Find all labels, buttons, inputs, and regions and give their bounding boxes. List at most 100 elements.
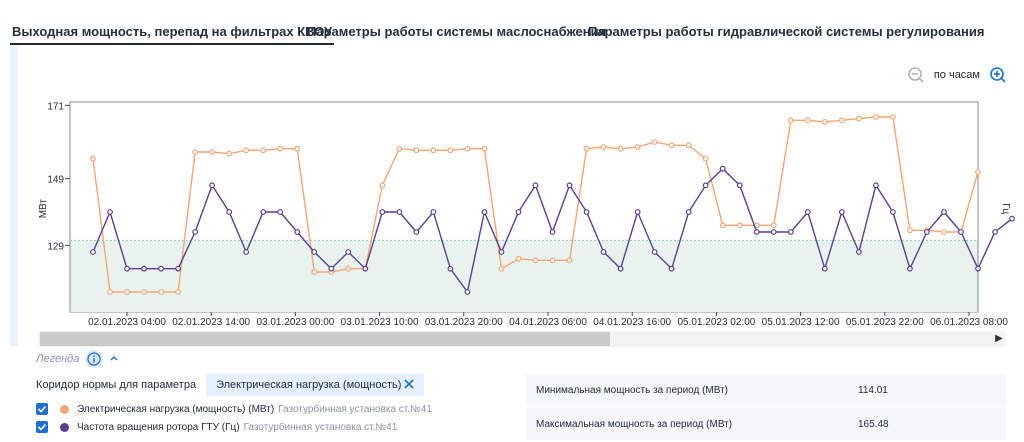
series-1-point [600,144,607,150]
stat-value: 165.48 [858,418,889,430]
series-1-point [107,289,113,295]
series-1-point [855,115,862,122]
scroll-right-icon[interactable]: ▶ [995,333,1003,344]
series-1-point [311,269,318,275]
series-2-point [447,265,454,272]
x-tick-label: 05.01.2023 02:00 [677,317,755,328]
stat-label: Максимальная мощность за период (МВт) [536,418,733,430]
series-2-point [413,229,420,235]
series-1-point [515,255,522,262]
series-checkbox[interactable] [36,421,48,433]
y-tick-label: 171 [47,101,64,112]
series-2-point [328,265,335,272]
tab-bar: Выходная мощность, перепад на фильтрах К… [0,0,1024,46]
series-unit: Газотурбинная установка ст.№41 [278,403,432,415]
series-2-point [992,229,998,235]
series-2-point [107,209,113,215]
tab-hydraulic-system[interactable]: Параметры работы гидравлической системы … [588,24,985,39]
series-1-point [651,139,658,145]
stat-value: 114.01 [858,384,888,396]
series-1-point [209,149,216,155]
tab-oil-system[interactable]: Параметры работы системы маслоснабжения [307,24,607,39]
chevron-up-icon[interactable] [109,353,119,366]
series-label: Частота вращения ротора ГТУ (Гц) [77,421,240,433]
corridor-chip[interactable]: Электрическая нагрузка (мощность) [206,374,425,396]
x-tick-label: 03.01.2023 10:00 [341,317,419,328]
x-tick-label: 02.01.2023 04:00 [88,317,166,328]
series-2-point [975,265,981,272]
series-2-point [838,209,845,215]
series-2-point [124,265,130,272]
series-1-point [719,222,726,229]
series-1-point [736,222,743,229]
series-2-point [890,209,896,215]
series-1-point [90,155,96,162]
series-1-point [447,147,454,154]
series-2-point [958,229,964,235]
series-1-point [464,145,471,152]
series-1-point [566,257,573,264]
legend-item: Частота вращения ротора ГТУ (Гц) Газотур… [36,421,397,433]
x-tick-label: 02.01.2023 14:00 [172,317,250,328]
series-2-point [243,249,250,255]
scrollbar-thumb[interactable] [40,332,610,346]
series-1-point [890,114,896,120]
series-2-point [855,249,862,255]
zoom-in-icon[interactable] [988,65,1008,85]
series-2-point [549,229,556,235]
x-tick-label: 06.01.2023 08:00 [930,317,1008,328]
series-1-point [260,147,267,154]
power-chart: 129 149 171 МВт Гц 02.01.2023 04:00 02.01.2023… [38,101,1015,328]
series-1-point [243,147,250,154]
x-tick-label: 05.01.2023 22:00 [846,317,924,328]
chart-scrollbar[interactable]: ◀ ▶ [38,331,1006,347]
left-panel-edge [10,46,18,346]
zoom-controls: по часам [906,64,1008,86]
series-2-point [481,209,488,215]
series-checkbox[interactable] [36,403,48,415]
info-icon[interactable] [85,350,104,368]
series-2-point [804,209,811,215]
series-1-point [532,257,539,264]
series-1-point [804,117,811,124]
series-2-point [617,265,624,272]
series-1-point [975,169,981,175]
series-2-point [379,209,386,215]
series-1-point [345,265,352,272]
series-2-point [566,182,573,189]
series-2-point [634,209,641,215]
series-1-point [770,222,777,229]
series-2-point [583,209,590,215]
series-1-point [787,117,794,124]
series-2-point [1009,215,1015,222]
tab-output-power[interactable]: Выходная мощность, перепад на фильтрах К… [9,24,335,45]
series-1-point [277,145,284,152]
series-2-point [872,182,879,189]
series-1-point [226,150,233,157]
series-2-point [600,249,607,255]
y-axis-right-label: Гц [1000,203,1011,214]
series-2-point [311,249,318,255]
x-tick-label: 05.01.2023 12:00 [762,317,840,328]
corridor-selector: Коридор нормы для параметра Электрическа… [36,374,425,396]
series-2-point [702,182,709,189]
series-2-point [924,229,930,235]
series-1-point [872,114,879,120]
corridor-label: Коридор нормы для параметра [36,379,197,391]
close-icon[interactable] [404,378,414,392]
series-1-point [175,289,181,295]
series-1-point [668,142,675,149]
zoom-out-icon[interactable] [906,65,926,85]
series-color-dot [60,404,69,414]
series-2-point [515,209,522,215]
series-1-point [838,117,845,124]
series-2-point [158,265,164,272]
series-2-point [226,209,233,215]
series-2-point [821,265,828,272]
series-2-point [209,182,216,189]
series-1-point [583,145,590,152]
series-2-point [907,265,913,272]
series-1-point [617,145,624,152]
series-2-point [277,209,284,215]
series-2-point [294,229,301,235]
